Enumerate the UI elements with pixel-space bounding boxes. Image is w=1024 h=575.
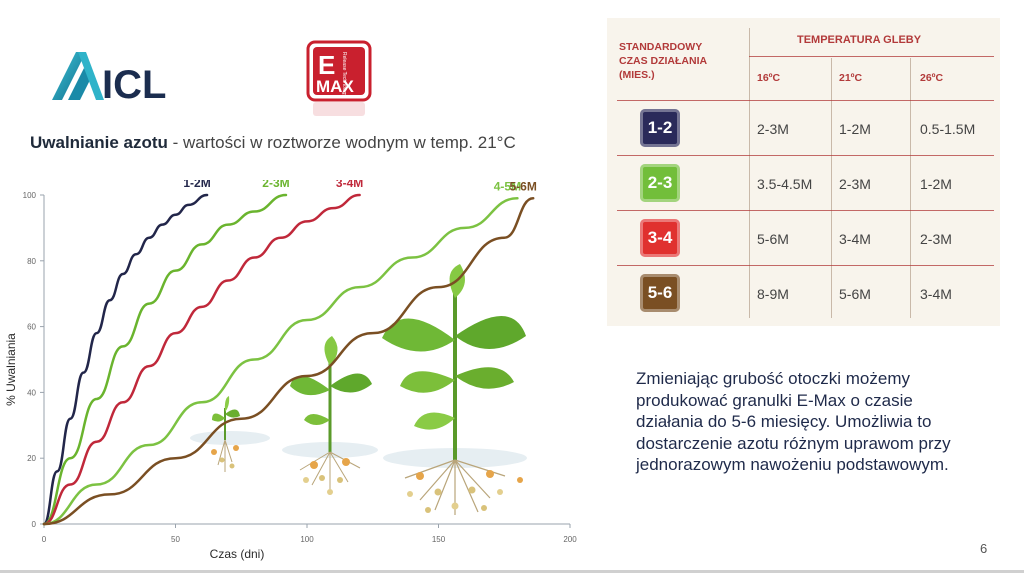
- table-cell: 8-9M: [757, 286, 789, 302]
- series-label-5-6M: 5-6M: [510, 180, 537, 193]
- table-divider: [831, 58, 832, 318]
- emax-logo: E MAX Release Technology: [306, 40, 372, 122]
- page-number: 6: [980, 541, 988, 556]
- emax-logo-letter: E: [318, 50, 335, 80]
- table-cell: 2-3M: [839, 176, 871, 192]
- y-tick-label: 40: [27, 388, 36, 397]
- release-chart: 0 20 40 60 80 100 0 50 100 150 200 Czas (dni) % Uwal…: [4, 180, 577, 561]
- x-tick-label: 50: [171, 535, 180, 544]
- row-badge-3-4: 3-4: [640, 219, 680, 257]
- table-cell: 3-4M: [920, 286, 952, 302]
- table-cell: 5-6M: [757, 231, 789, 247]
- x-tick-label: 0: [42, 535, 47, 544]
- bottom-divider: [0, 570, 1024, 573]
- emax-logo-small: Release Technology: [341, 52, 347, 97]
- plants-illustration: [190, 264, 527, 515]
- x-tick-label: 200: [563, 535, 577, 544]
- icl-logo-text: ICL: [102, 63, 166, 104]
- table-cell: 2-3M: [757, 121, 789, 137]
- x-tick-label: 150: [432, 535, 446, 544]
- table-divider: [617, 155, 994, 156]
- table-cell: 5-6M: [839, 286, 871, 302]
- icl-logo: ICL: [50, 48, 180, 107]
- y-tick-label: 100: [23, 191, 37, 200]
- table-divider: [749, 28, 750, 318]
- emax-logo-text: MAX: [316, 77, 354, 96]
- table-divider: [910, 58, 911, 318]
- y-tick-label: 80: [27, 257, 36, 266]
- row-badge-2-3: 2-3: [640, 164, 680, 202]
- table-cell: 0.5-1.5M: [920, 121, 976, 137]
- table-header-left: STANDARDOWY CZAS DZIAŁANIA (MIES.): [619, 40, 744, 82]
- row-badge-label: 5-6: [647, 283, 673, 302]
- series-label-1-2M: 1-2M: [183, 180, 210, 190]
- table-header-line: (MIES.): [619, 69, 655, 81]
- series-label-2-3M: 2-3M: [262, 180, 289, 190]
- table-header-line: CZAS DZIAŁANIA: [619, 55, 708, 67]
- series-line-1-2M: [42, 193, 209, 526]
- temperature-table: STANDARDOWY CZAS DZIAŁANIA (MIES.) TEMPE…: [607, 18, 1000, 326]
- table-divider: [617, 265, 994, 266]
- table-cell: 1-2M: [920, 176, 952, 192]
- y-tick-label: 0: [32, 520, 37, 529]
- chart-title-rest: - wartości w roztworze wodnym w temp. 21…: [167, 133, 516, 152]
- row-badge-label: 1-2: [647, 118, 673, 137]
- x-tick-label: 100: [300, 535, 314, 544]
- temp-col-16: 16ºC: [757, 72, 781, 84]
- table-header-line: STANDARDOWY: [619, 41, 703, 53]
- y-tick-label: 20: [27, 454, 36, 463]
- row-badge-1-2: 1-2: [640, 109, 680, 147]
- table-cell: 1-2M: [839, 121, 871, 137]
- series-line-2-3M: [42, 193, 288, 526]
- table-cell: 2-3M: [920, 231, 952, 247]
- table-header-right: TEMPERATURA GLEBY: [797, 34, 922, 46]
- y-tick-label: 60: [27, 323, 36, 332]
- table-cell: 3-4M: [839, 231, 871, 247]
- series-label-3-4M: 3-4M: [336, 180, 363, 190]
- chart-title: Uwalnianie azotu - wartości w roztworze …: [30, 133, 516, 153]
- temp-col-26: 26ºC: [920, 72, 944, 84]
- series-line-3-4M: [42, 193, 361, 526]
- table-divider: [749, 56, 994, 57]
- x-axis-label: Czas (dni): [210, 547, 265, 561]
- series-line-4-5M: [42, 197, 519, 526]
- table-cell: 3.5-4.5M: [757, 176, 813, 192]
- table-divider: [617, 100, 994, 101]
- chart-title-bold: Uwalnianie azotu: [30, 133, 168, 152]
- temp-col-21: 21ºC: [839, 72, 863, 84]
- y-axis-label: % Uwalniania: [4, 333, 18, 406]
- row-badge-label: 2-3: [647, 173, 673, 192]
- description-text: Zmieniając grubość otoczki możemy produk…: [636, 369, 951, 474]
- table-divider: [617, 210, 994, 211]
- series-label-4-5M: 4-5M: [494, 180, 521, 193]
- series-line-5-6M: [42, 197, 535, 526]
- row-badge-5-6: 5-6: [640, 274, 680, 312]
- row-badge-label: 3-4: [647, 228, 673, 247]
